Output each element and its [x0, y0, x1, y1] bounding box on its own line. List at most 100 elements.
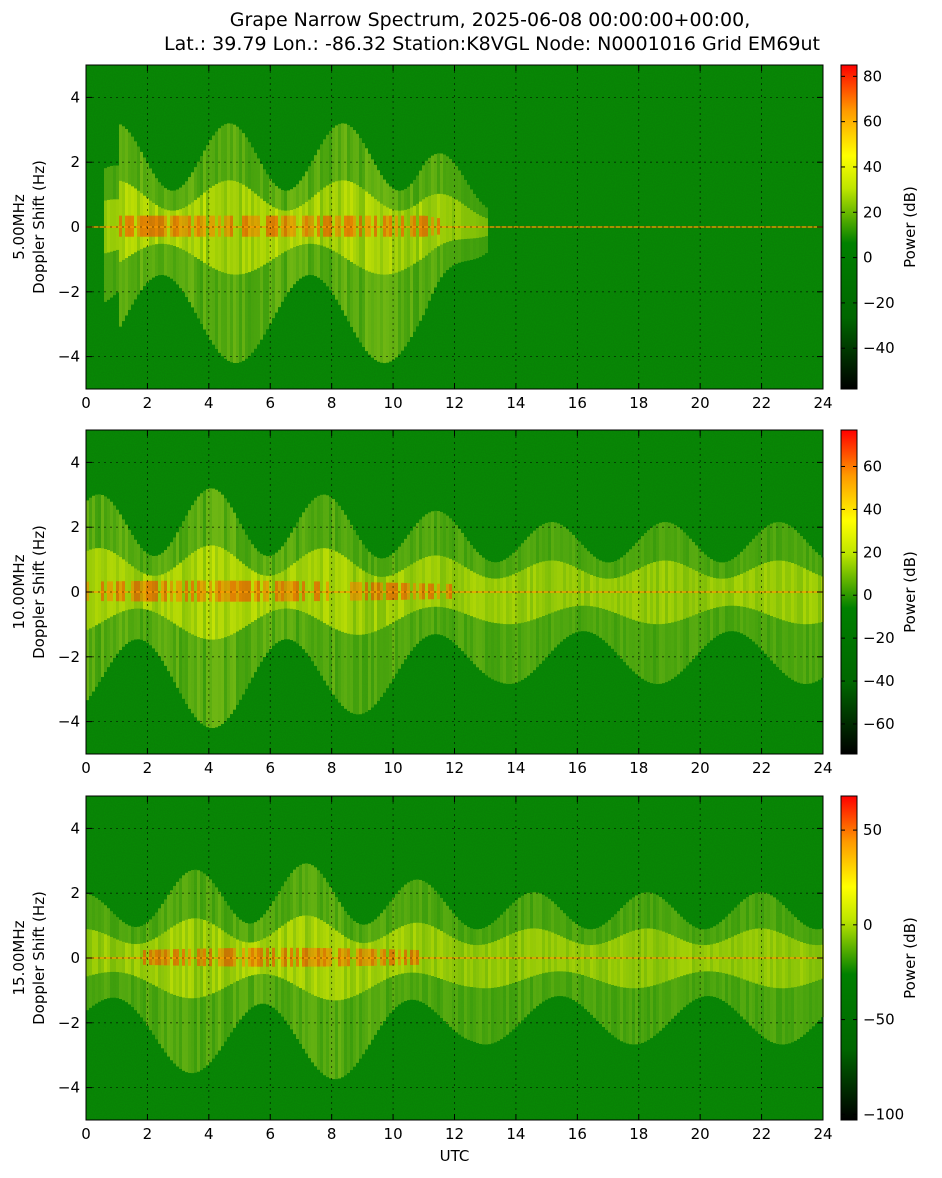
- colorbar-tick-label: 60: [863, 457, 882, 475]
- x-tick-label: 2: [143, 394, 153, 412]
- y-tick-label: −4: [58, 713, 80, 731]
- heatmap-cell: [746, 571, 749, 608]
- heatmap-cell: [374, 576, 377, 632]
- heatmap-cell: [359, 942, 362, 994]
- heatmap-cell: [380, 558, 383, 697]
- heatmap-cell: [518, 930, 521, 981]
- heatmap-cell: [335, 215, 338, 237]
- heatmap-cell: [659, 930, 662, 984]
- heatmap-cell: [656, 561, 659, 625]
- x-tick-label: 18: [629, 394, 648, 412]
- heatmap-cell: [362, 924, 365, 1055]
- heatmap-cell: [179, 922, 182, 997]
- heatmap-cell: [131, 943, 134, 976]
- heatmap-cell: [98, 899, 101, 1002]
- heatmap-cell: [611, 939, 614, 986]
- heatmap-cell: [386, 207, 389, 275]
- heatmap-cell: [797, 940, 800, 987]
- heatmap-cell: [413, 922, 416, 973]
- heatmap-cell: [662, 931, 665, 983]
- heatmap-cell: [752, 929, 755, 983]
- heatmap-cell: [482, 576, 485, 621]
- heatmap-cell: [656, 929, 659, 985]
- heatmap-cell: [179, 580, 182, 602]
- heatmap-cell: [803, 943, 806, 985]
- heatmap-cell: [623, 575, 626, 617]
- heatmap-cell: [752, 893, 755, 1029]
- x-tick-label: 22: [752, 759, 771, 777]
- heatmap-cell: [98, 548, 101, 624]
- heatmap-cell: [305, 215, 308, 237]
- heatmap-cell: [365, 215, 368, 237]
- heatmap-cell: [434, 555, 437, 607]
- heatmap-cell: [266, 215, 269, 237]
- heatmap-cell: [248, 215, 251, 237]
- heatmap-cell: [548, 560, 551, 614]
- heatmap-cell: [377, 557, 380, 701]
- heatmap-cell: [485, 577, 488, 622]
- heatmap-cell: [122, 922, 125, 1001]
- heatmap-cell: [155, 580, 158, 602]
- heatmap-cell: [638, 539, 641, 677]
- colorbar-tick-label: −40: [863, 672, 895, 690]
- heatmap-cell: [113, 914, 116, 998]
- heatmap-cell: [245, 942, 248, 978]
- heatmap-cell: [731, 559, 734, 632]
- heatmap-cell: [794, 939, 797, 987]
- heatmap-cell: [269, 215, 272, 237]
- heatmap-cell: [686, 535, 689, 666]
- heatmap-cell: [479, 944, 482, 989]
- colorbar-tick-label: 20: [863, 543, 882, 561]
- heatmap-cell: [428, 556, 431, 608]
- heatmap-cell: [458, 920, 461, 1035]
- heatmap-cell: [533, 892, 536, 1009]
- heatmap-cell: [155, 215, 158, 237]
- heatmap-cell: [692, 926, 695, 1001]
- heatmap-cell: [425, 924, 428, 975]
- heatmap-cell: [614, 938, 617, 986]
- heatmap-cell: [356, 566, 359, 635]
- heatmap-cell: [431, 555, 434, 607]
- heatmap-cell: [431, 926, 434, 977]
- heatmap-cell: [557, 935, 560, 972]
- heatmap-cell: [338, 932, 341, 1001]
- heatmap-cell: [791, 914, 794, 1043]
- heatmap-cell: [737, 575, 740, 607]
- heatmap-cell: [476, 574, 479, 619]
- heatmap-cell: [236, 580, 239, 602]
- heatmap-cell: [620, 935, 623, 988]
- heatmap-cell: [395, 929, 398, 976]
- x-tick-label: 10: [384, 394, 403, 412]
- heatmap-cell: [731, 910, 734, 1008]
- heatmap-cell: [263, 201, 266, 265]
- heatmap-cell: [800, 566, 803, 625]
- heatmap-cell: [239, 580, 242, 602]
- heatmap-cell: [524, 568, 527, 623]
- heatmap-cell: [365, 924, 368, 1050]
- heatmap-cell: [491, 561, 494, 680]
- heatmap-cell: [365, 548, 368, 713]
- heatmap-cell: [608, 578, 611, 611]
- heatmap-cell: [737, 933, 740, 978]
- heatmap-cell: [356, 185, 359, 266]
- heatmap-cell: [359, 568, 362, 635]
- heatmap-cell: [629, 899, 632, 1045]
- heatmap-cell: [146, 941, 149, 982]
- heatmap-cell: [446, 515, 449, 638]
- heatmap-cell: [383, 558, 386, 693]
- heatmap-cell: [239, 940, 242, 980]
- heatmap-cell: [605, 942, 608, 984]
- heatmap-cell: [677, 527, 680, 675]
- heatmap-cell: [623, 555, 626, 663]
- heatmap-cell: [335, 551, 338, 630]
- heatmap-cell: [746, 545, 749, 637]
- x-tick-label: 8: [327, 759, 337, 777]
- heatmap-cell: [773, 560, 776, 618]
- heatmap-cell: [401, 190, 404, 351]
- x-tick-label: 4: [204, 394, 214, 412]
- heatmap-cell: [377, 576, 380, 631]
- heatmap-cell: [485, 926, 488, 1045]
- heatmap-cell: [500, 938, 503, 987]
- heatmap-cell: [758, 565, 761, 612]
